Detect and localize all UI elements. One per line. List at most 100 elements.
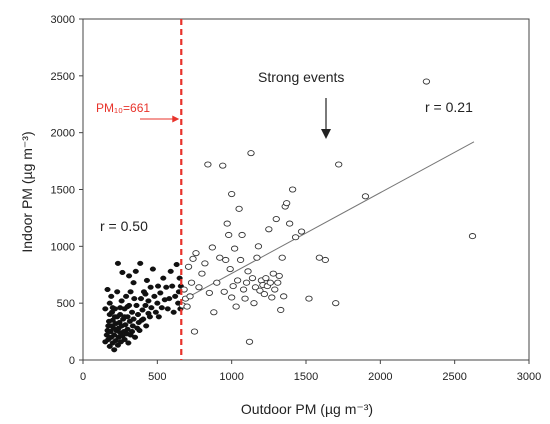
- point-open: [361, 193, 370, 200]
- y-tick-label: 3000: [51, 14, 75, 26]
- point-filled: [108, 309, 116, 315]
- point-open: [204, 161, 212, 168]
- y-tick-label: 2500: [51, 71, 75, 83]
- x-tick-label: 0: [80, 371, 86, 383]
- point-open: [184, 263, 193, 270]
- point-open: [229, 283, 237, 290]
- point-open: [272, 216, 280, 223]
- point-filled: [142, 302, 149, 308]
- annotations: Strong events r = 0.21 r = 0.50: [100, 69, 473, 234]
- point-filled: [121, 314, 128, 320]
- strong-events-arrow-head: [321, 129, 331, 139]
- point-filled: [104, 286, 111, 293]
- point-open: [242, 279, 251, 286]
- point-filled: [126, 273, 133, 279]
- point-filled: [127, 289, 134, 295]
- point-filled: [109, 305, 116, 311]
- point-filled: [154, 300, 161, 306]
- point-filled: [143, 323, 150, 329]
- x-axis-title: Outdoor PM (µg m⁻³): [241, 401, 373, 417]
- point-filled: [142, 291, 149, 297]
- point-filled: [158, 305, 165, 311]
- point-open: [275, 272, 283, 279]
- point-filled: [130, 280, 137, 286]
- point-open: [220, 288, 228, 295]
- point-open: [186, 293, 194, 300]
- point-open: [283, 200, 291, 207]
- point-open: [274, 279, 282, 286]
- point-filled: [160, 275, 167, 281]
- annotation-r-right: r = 0.21: [425, 99, 473, 115]
- point-filled: [114, 260, 121, 266]
- point-open: [190, 328, 199, 335]
- point-filled: [172, 293, 179, 299]
- point-filled: [166, 296, 173, 302]
- point-open: [219, 162, 227, 169]
- point-open: [288, 186, 297, 193]
- x-tick-label: 3000: [517, 371, 541, 383]
- point-filled: [129, 309, 136, 315]
- point-open: [213, 279, 221, 286]
- point-open: [222, 256, 230, 264]
- data-points: [102, 78, 477, 353]
- point-filled: [132, 268, 139, 274]
- point-open: [187, 279, 196, 286]
- point-open: [285, 220, 294, 227]
- point-open: [244, 268, 252, 275]
- point-open: [262, 275, 270, 282]
- point-filled: [130, 316, 137, 322]
- point-filled: [129, 329, 136, 335]
- point-open: [198, 270, 206, 277]
- y-tick-label: 1500: [51, 185, 75, 197]
- point-open: [216, 254, 224, 261]
- threshold-arrow-head: [172, 115, 180, 123]
- tick-labels: 0 500 1000 1500 2000 2500 3000 0 500 1000 1500 2000…: [51, 14, 542, 383]
- point-filled: [145, 298, 152, 304]
- point-filled: [173, 261, 180, 268]
- point-open: [233, 277, 242, 284]
- point-open: [225, 231, 233, 239]
- point-filled: [133, 302, 140, 308]
- point-filled: [149, 266, 156, 272]
- threshold-group: PM₁₀=661: [96, 19, 183, 360]
- point-filled: [117, 305, 124, 311]
- y-axis-title: Indoor PM (µg m⁻³): [19, 131, 35, 252]
- point-filled: [111, 314, 119, 320]
- point-filled: [125, 340, 132, 346]
- point-filled: [122, 322, 129, 328]
- y-tick-label: 0: [69, 355, 75, 367]
- point-filled: [155, 314, 162, 320]
- y-tick-label: 1000: [51, 241, 75, 253]
- point-filled: [138, 317, 145, 323]
- point-filled: [114, 289, 121, 295]
- point-open: [277, 306, 285, 314]
- point-open: [226, 266, 234, 273]
- point-open: [268, 294, 276, 301]
- point-open: [271, 286, 279, 293]
- x-tick-label: 1500: [294, 371, 318, 383]
- x-tick-label: 2000: [368, 371, 392, 383]
- point-open: [235, 205, 243, 212]
- y-tick-label: 500: [57, 298, 75, 310]
- point-open: [422, 78, 431, 85]
- point-filled: [131, 296, 138, 302]
- point-open: [280, 293, 288, 300]
- point-open: [232, 303, 240, 310]
- point-open: [223, 220, 231, 227]
- point-filled: [124, 304, 131, 310]
- x-tick-label: 1000: [219, 371, 243, 383]
- point-open: [183, 303, 191, 310]
- point-open: [332, 300, 340, 307]
- point-open: [241, 295, 249, 302]
- point-filled: [145, 310, 152, 316]
- point-filled: [155, 283, 162, 289]
- point-filled: [119, 269, 126, 276]
- point-open: [269, 270, 277, 277]
- annotation-strong-events: Strong events: [258, 69, 344, 85]
- point-open: [236, 256, 245, 264]
- point-filled: [118, 298, 125, 304]
- point-open: [305, 295, 313, 302]
- point-open: [468, 233, 477, 240]
- point-filled: [169, 283, 176, 289]
